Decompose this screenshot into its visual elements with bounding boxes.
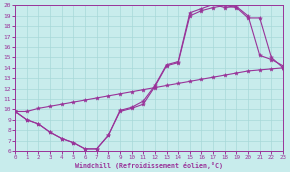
X-axis label: Windchill (Refroidissement éolien,°C): Windchill (Refroidissement éolien,°C) [75,162,223,169]
